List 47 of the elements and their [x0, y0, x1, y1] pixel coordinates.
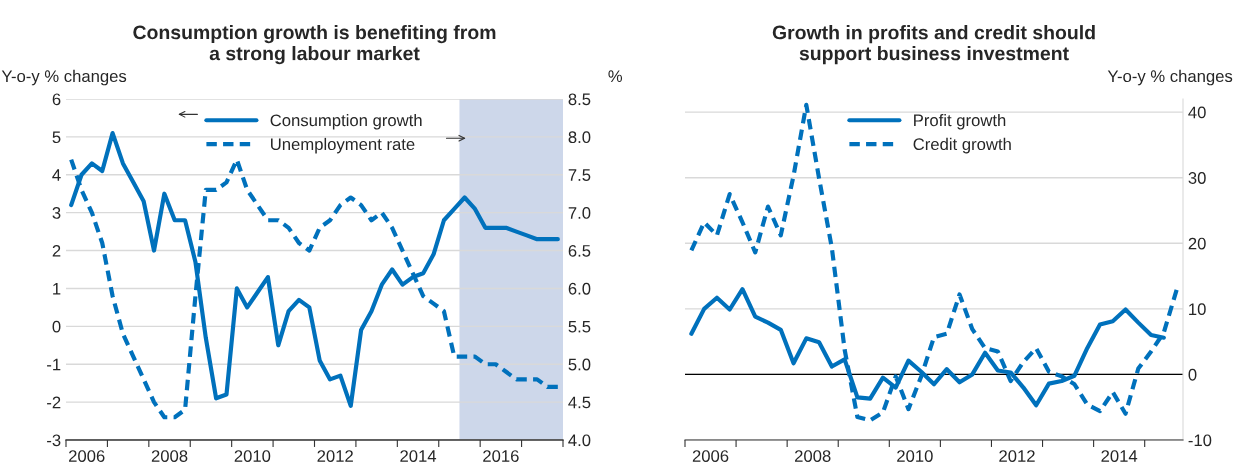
x-tick-label: 2008: [151, 450, 188, 462]
x-tick-label: 2012: [317, 450, 353, 462]
y-tick-label: -2: [47, 396, 61, 409]
y-tick-label: 1: [53, 283, 61, 295]
y-tick-label: 40: [1188, 106, 1206, 119]
y-tick-label: 2: [52, 244, 61, 257]
y-tick-label: 3: [52, 207, 61, 219]
x-tick-label: 2012: [999, 450, 1035, 462]
y-tick-label: 30: [1188, 172, 1206, 184]
legend-label: Consumption growth: [270, 114, 422, 130]
y2-tick-label: 5.5: [568, 320, 591, 333]
y2-tick-label: 5.0: [568, 358, 591, 371]
y2-tick-label: 7.0: [568, 207, 591, 219]
y-tick-label: -10: [1188, 434, 1212, 447]
y-tick-label: 5: [52, 131, 61, 144]
y-tick-label: 0: [52, 320, 61, 333]
y-tick-label: 0: [1188, 368, 1197, 381]
y-tick-label: -1: [47, 358, 61, 371]
y-tick-label: 4: [52, 169, 61, 181]
x-tick-label: 2006: [692, 450, 729, 462]
y2-axis-title: %: [608, 70, 623, 82]
x-tick-label: 2008: [794, 450, 831, 462]
y-tick-label: -3: [47, 434, 61, 447]
y-axis-title: Y-o-y % changes: [1107, 69, 1233, 86]
x-tick-label: 2016: [483, 450, 519, 462]
y-tick-label: 10: [1189, 303, 1206, 316]
y2-tick-label: 6.0: [568, 282, 591, 295]
y2-tick-label: 4.0: [568, 434, 591, 447]
x-tick-label: 2014: [1101, 450, 1138, 462]
x-tick-label: 2010: [897, 450, 933, 462]
x-tick-label: 2010: [234, 450, 271, 462]
legend-label: Profit growth: [914, 114, 1006, 130]
legend-label: Credit growth: [913, 137, 1011, 154]
y2-tick-label: 7.5: [568, 169, 591, 181]
line-series: [689, 102, 1179, 423]
chart-title: Consumption growth is benefiting from a strong labour market: [133, 24, 496, 65]
y-tick-label: 20: [1188, 237, 1206, 250]
x-tick-label: 2014: [400, 450, 437, 462]
y-axis-title: Y-o-y % changes: [1, 69, 127, 86]
chart-title: Growth in profits and credit should support business investment: [772, 25, 1095, 65]
y-tick-label: 6: [52, 93, 61, 106]
y2-tick-label: 8.0: [568, 131, 591, 144]
y2-tick-label: 4.5: [568, 396, 591, 409]
y2-tick-label: 8.5: [568, 93, 591, 106]
legend-label: Unemployment rate: [271, 137, 415, 154]
x-tick-label: 2006: [69, 450, 105, 462]
y2-tick-label: 6.5: [568, 244, 591, 257]
